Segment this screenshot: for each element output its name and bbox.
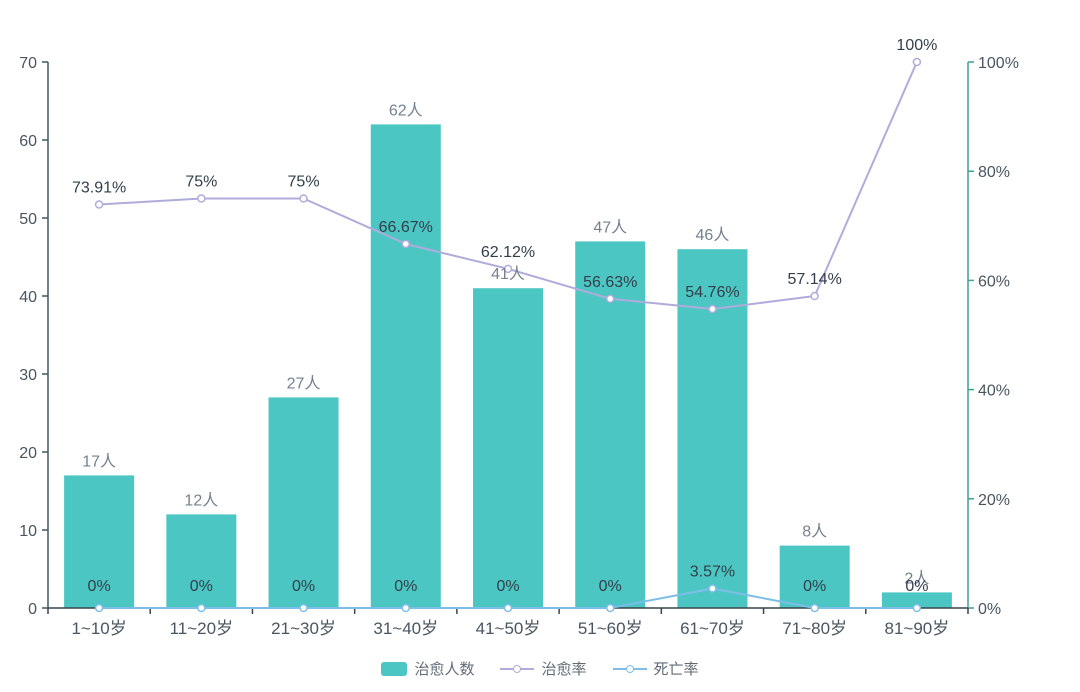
x-axis-category-label: 11~20岁 — [170, 619, 233, 638]
death-rate-value-label: 3.57% — [690, 564, 735, 581]
cured-count-bar-7[interactable] — [779, 545, 850, 608]
death-rate-point-6[interactable] — [708, 584, 717, 593]
cure-rate-point-8[interactable] — [912, 57, 922, 67]
x-axis-category-label: 61~70岁 — [680, 619, 745, 638]
right-y-axis-tick-label: 100% — [978, 55, 1019, 72]
cure-rate-point-0[interactable] — [94, 200, 104, 209]
cure-rate-legend-swatch-icon — [500, 664, 535, 673]
right-y-axis-tick-label: 40% — [978, 383, 1010, 400]
cure-rate-legend-marker-icon — [513, 664, 522, 673]
legend-label-cured-count: 治愈人数 — [414, 661, 475, 678]
cure-rate-value-label: 62.12% — [481, 244, 535, 261]
death-rate-value-label: 0% — [190, 578, 213, 595]
right-y-axis-tick-label: 0% — [978, 601, 1001, 618]
cured-count-value-label: 27人 — [287, 374, 321, 392]
death-rate-point-1[interactable] — [197, 603, 206, 613]
death-rate-point-5[interactable] — [605, 603, 615, 613]
right-y-axis-tick-label: 20% — [978, 492, 1010, 509]
legend-label-cure-rate: 治愈率 — [541, 661, 587, 678]
right-y-axis-tick-label: 80% — [978, 164, 1010, 181]
cure-rate-point-7[interactable] — [810, 291, 819, 301]
legend-label-death-rate: 死亡率 — [653, 661, 699, 678]
death-rate-value-label: 0% — [496, 578, 519, 595]
cured-count-bar-2[interactable] — [268, 397, 339, 608]
death-rate-value-label: 0% — [803, 578, 826, 595]
left-y-axis-tick-label: 10 — [19, 523, 37, 540]
right-y-axis-tick-label: 60% — [978, 273, 1010, 290]
x-axis-category-label: 41~50岁 — [476, 619, 541, 638]
cured-count-value-label: 41人 — [491, 265, 525, 283]
death-rate-legend-marker-icon — [625, 664, 634, 673]
x-axis-category-label: 71~80岁 — [782, 619, 847, 638]
cure-rate-value-label: 75% — [288, 174, 320, 191]
x-axis-category-label: 81~90岁 — [885, 619, 950, 638]
death-rate-point-7[interactable] — [810, 603, 819, 613]
cured-count-bar-4[interactable] — [473, 288, 543, 608]
cured-count-bar-3[interactable] — [370, 124, 441, 609]
cure-rate-value-label: 56.63% — [583, 274, 637, 291]
cure-rate-point-1[interactable] — [197, 194, 206, 203]
death-rate-point-8[interactable] — [912, 603, 922, 613]
cure-rate-point-3[interactable] — [401, 239, 411, 249]
cure-rate-point-2[interactable] — [299, 194, 308, 203]
cure-rate-value-label: 73.91% — [72, 179, 126, 196]
left-y-axis-tick-label: 30 — [19, 367, 37, 384]
death-rate-value-label: 0% — [292, 578, 315, 595]
left-y-axis-tick-label: 40 — [19, 289, 37, 306]
cure-rate-point-4[interactable] — [503, 264, 513, 274]
cured-count-bar-1[interactable] — [166, 514, 237, 608]
x-axis-category-label: 21~30岁 — [271, 619, 336, 638]
death-rate-value-label: 0% — [88, 578, 111, 595]
legend-item-death-rate[interactable]: 死亡率 — [612, 658, 699, 679]
left-y-axis-tick-label: 0 — [28, 601, 37, 618]
cured-count-bar-6[interactable] — [677, 249, 748, 608]
left-y-axis-tick-label: 50 — [19, 211, 37, 228]
cured-count-value-label: 46人 — [696, 226, 730, 244]
left-y-axis-tick-label: 70 — [19, 55, 37, 72]
death-rate-point-4[interactable] — [503, 603, 513, 613]
death-rate-legend-swatch-icon — [612, 664, 647, 673]
cure-rate-value-label: 66.67% — [379, 219, 433, 236]
legend-item-cured-count[interactable]: 治愈人数 — [381, 658, 474, 679]
death-rate-value-label: 0% — [905, 578, 928, 595]
cured-count-value-label: 8人 — [802, 523, 827, 541]
cure-rate-value-label: 100% — [896, 37, 937, 54]
death-rate-point-0[interactable] — [94, 603, 104, 613]
x-axis-category-label: 51~60岁 — [578, 619, 643, 638]
legend-item-cure-rate[interactable]: 治愈率 — [500, 658, 587, 679]
chart-legend: 治愈人数 治愈率 死亡率 — [0, 658, 1080, 679]
cured-count-value-label: 12人 — [184, 491, 218, 509]
cured-count-legend-swatch-icon — [381, 661, 408, 676]
cured-count-bar-8[interactable] — [881, 592, 952, 608]
left-y-axis-tick-label: 60 — [19, 133, 37, 150]
cured-count-value-label: 47人 — [593, 218, 627, 236]
cure-rate-point-6[interactable] — [708, 304, 717, 314]
cured-count-value-label: 17人 — [82, 452, 116, 470]
x-axis-category-label: 31~40岁 — [373, 619, 438, 638]
death-rate-point-2[interactable] — [299, 603, 308, 613]
cured-count-value-label: 62人 — [389, 101, 423, 119]
death-rate-point-3[interactable] — [401, 603, 411, 613]
cure-rate-value-label: 54.76% — [685, 284, 739, 301]
cure-rate-value-label: 57.14% — [788, 271, 842, 288]
cured-count-bar-0[interactable] — [64, 475, 135, 608]
left-y-axis-tick-label: 20 — [19, 445, 37, 462]
cure-rate-value-label: 75% — [185, 174, 217, 191]
x-axis-category-label: 1~10岁 — [71, 619, 126, 638]
cured-count-value-label: 2人 — [904, 569, 929, 587]
cure-rate-point-5[interactable] — [605, 294, 615, 304]
death-rate-value-label: 0% — [394, 578, 417, 595]
death-rate-value-label: 0% — [599, 578, 622, 595]
